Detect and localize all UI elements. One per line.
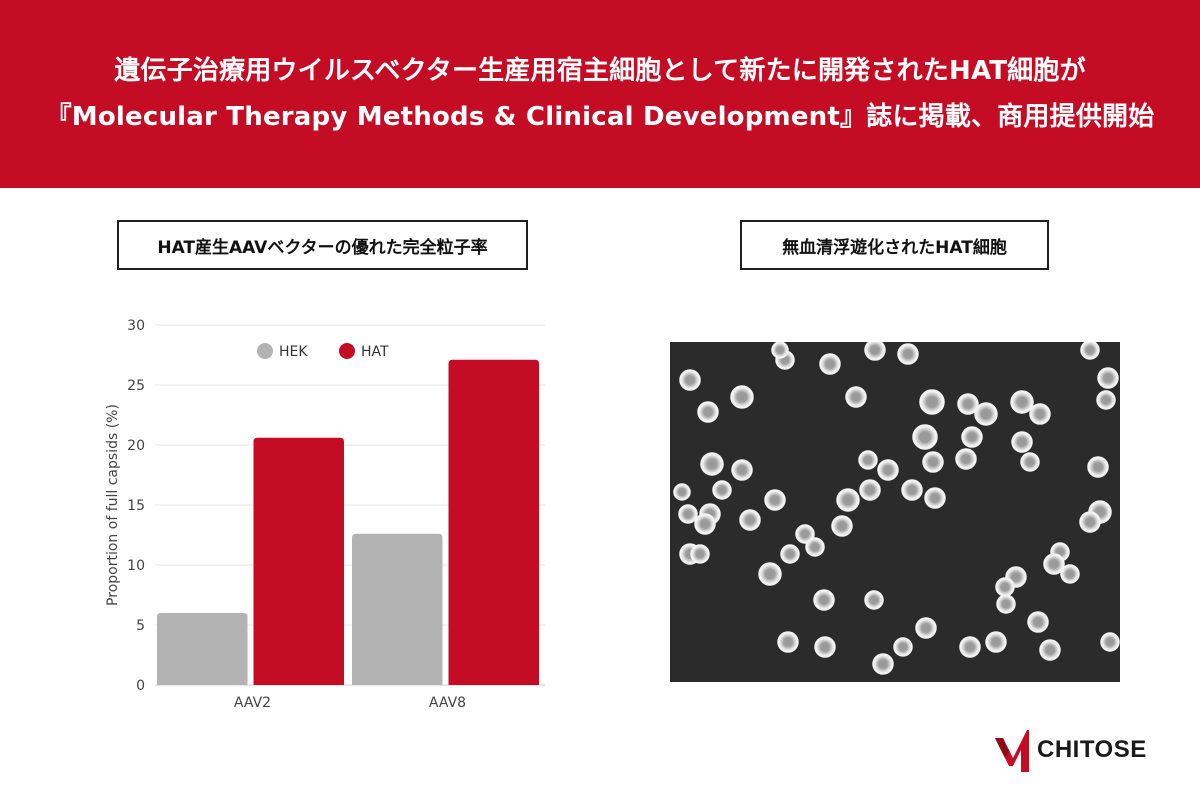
- cell-nucleus: [980, 408, 992, 420]
- cell-nucleus: [883, 465, 893, 475]
- bar-hek-aav2: [157, 613, 248, 685]
- cell-nucleus: [1000, 582, 1010, 592]
- bar-hek-aav8: [352, 533, 443, 685]
- cell-nucleus: [921, 623, 931, 633]
- cell-nucleus: [907, 485, 917, 495]
- cell-nucleus: [1011, 572, 1021, 582]
- cell-nucleus: [1105, 637, 1115, 647]
- cell-nucleus: [1035, 409, 1045, 419]
- chitose-logo: CHITOSE: [995, 728, 1147, 772]
- cell-nucleus: [898, 642, 908, 652]
- y-axis-label: Proportion of full capsids (%): [105, 404, 121, 606]
- x-tick-label: AAV8: [429, 695, 466, 711]
- cell-nucleus: [685, 375, 695, 385]
- cell-nucleus: [837, 521, 847, 531]
- cell-nucleus: [1103, 373, 1113, 383]
- cell-nucleus: [865, 485, 875, 495]
- cell-nucleus: [717, 485, 727, 495]
- header-title-line1: 遺伝子治療用ウイルスベクター生産用宿主細胞として新たに開発されたHAT細胞が: [114, 56, 1086, 86]
- cell-nucleus: [930, 493, 940, 503]
- cell-nucleus: [683, 509, 693, 519]
- cell-nucleus: [706, 458, 718, 470]
- cell-nucleus: [1025, 457, 1035, 467]
- cell-nucleus: [1016, 396, 1028, 408]
- cell-nucleus: [967, 432, 977, 442]
- cell-nucleus: [1093, 462, 1103, 472]
- cell-nucleus: [878, 659, 888, 669]
- y-tick-label: 10: [127, 558, 145, 574]
- cell-nucleus: [851, 392, 861, 402]
- cell-nucleus: [825, 359, 835, 369]
- cell-nucleus: [703, 407, 713, 417]
- cell-nucleus: [1033, 617, 1043, 627]
- chart-section-title: HAT産生AAVベクターの優れた完全粒子率: [117, 220, 528, 270]
- y-tick-label: 30: [127, 318, 145, 334]
- cell-nucleus: [736, 391, 748, 403]
- cell-nucleus: [1049, 559, 1059, 569]
- logo-text: CHITOSE: [1037, 736, 1147, 763]
- cell-nucleus: [870, 345, 880, 355]
- cell-nucleus: [700, 519, 710, 529]
- cell-nucleus: [919, 431, 931, 443]
- cell-nucleus: [928, 457, 938, 467]
- header-banner: 遺伝子治療用ウイルスベクター生産用宿主細胞として新たに開発されたHAT細胞が 『…: [0, 0, 1200, 188]
- cell-nucleus: [1045, 645, 1055, 655]
- cell-nucleus: [745, 515, 755, 525]
- cell-nucleus: [903, 349, 913, 359]
- x-tick-label: AAV2: [234, 695, 271, 711]
- cell-nucleus: [1065, 569, 1075, 579]
- cell-nucleus: [776, 346, 784, 354]
- bar-hat-aav8: [448, 359, 539, 685]
- y-tick-label: 0: [136, 678, 145, 694]
- y-tick-label: 15: [127, 498, 145, 514]
- y-tick-label: 25: [127, 378, 145, 394]
- cell-nucleus: [737, 465, 747, 475]
- y-tick-label: 20: [127, 438, 145, 454]
- legend-marker-hat: [339, 343, 355, 359]
- cell-nucleus: [819, 595, 829, 605]
- legend-marker-hek: [257, 343, 273, 359]
- chitose-logo-mark: [995, 730, 1029, 772]
- cell-nucleus: [1101, 395, 1111, 405]
- cell-nucleus: [963, 399, 973, 409]
- cell-nucleus: [783, 637, 793, 647]
- cell-nucleus: [863, 455, 873, 465]
- bar-hat-aav2: [253, 437, 344, 685]
- cell-nucleus: [764, 568, 776, 580]
- y-tick-label: 5: [136, 618, 145, 634]
- cell-nucleus: [1001, 599, 1011, 609]
- cell-micrograph: [670, 342, 1120, 682]
- cell-nucleus: [810, 542, 820, 552]
- photo-section-title: 無血清浮遊化されたHAT細胞: [740, 220, 1049, 270]
- cell-nucleus: [785, 549, 795, 559]
- cell-nucleus: [1017, 437, 1027, 447]
- cell-nucleus: [926, 396, 938, 408]
- cell-nucleus: [820, 642, 830, 652]
- cell-nucleus: [1085, 517, 1095, 527]
- header-title-line2: 『Molecular Therapy Methods & Clinical De…: [45, 102, 1155, 132]
- cell-nucleus: [961, 454, 971, 464]
- legend-label-hat: HAT: [361, 344, 389, 360]
- cell-nucleus: [1085, 345, 1095, 355]
- bar-chart: 0 5 10 15 20 25 30 Proportion of full capsids (…: [105, 318, 545, 711]
- cell-nucleus: [695, 549, 705, 559]
- cell-nucleus: [800, 529, 810, 539]
- cell-nucleus: [842, 494, 854, 506]
- cell-nucleus: [965, 642, 975, 652]
- cell-micrograph-image: [670, 342, 1120, 682]
- cell-nucleus: [678, 488, 686, 496]
- cell-nucleus: [869, 595, 879, 605]
- legend-label-hek: HEK: [279, 344, 308, 360]
- cell-nucleus: [770, 495, 780, 505]
- cell-nucleus: [991, 637, 1001, 647]
